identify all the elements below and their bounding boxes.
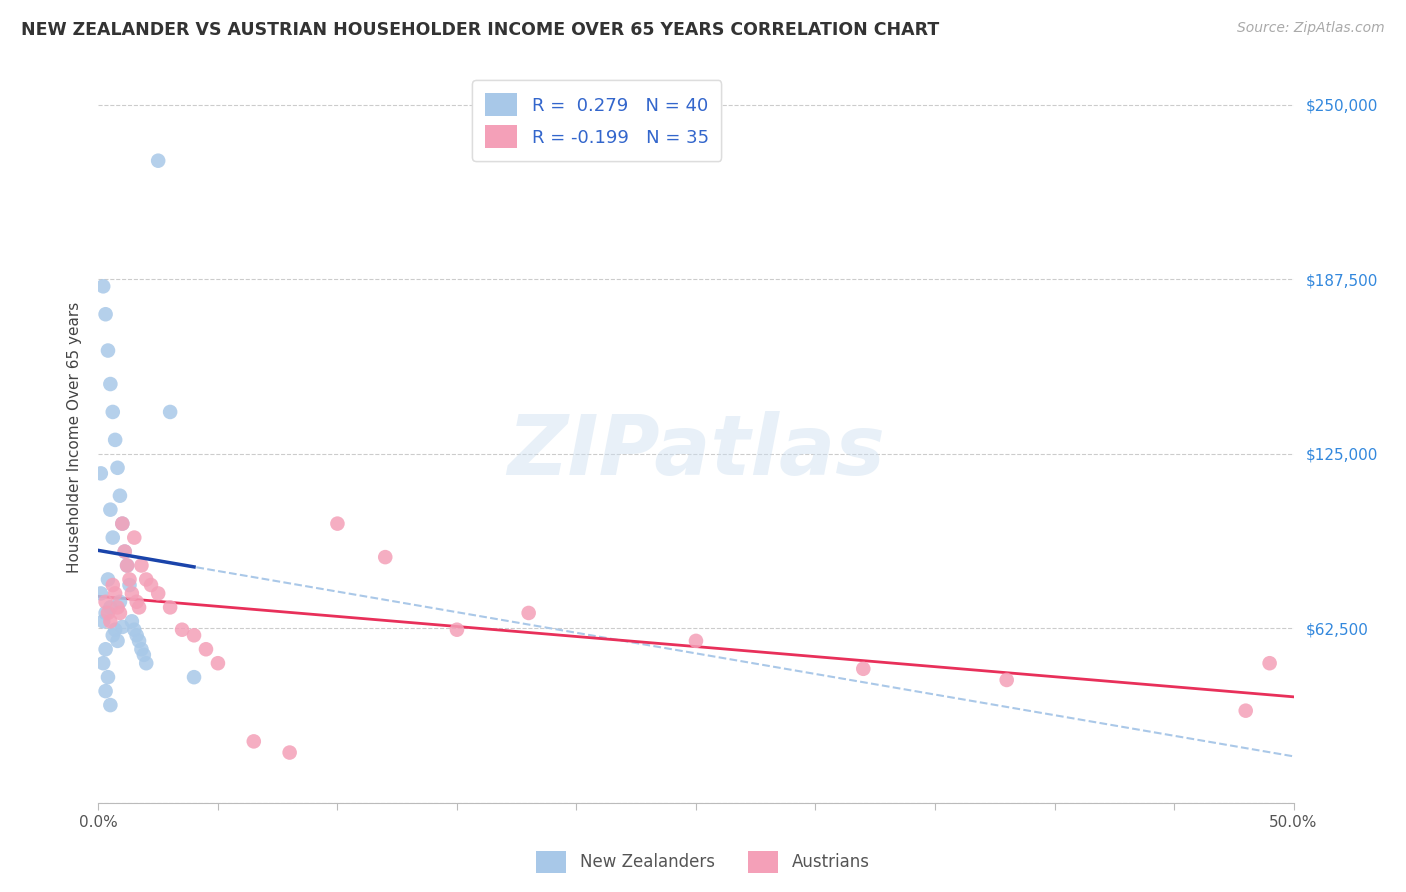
Point bbox=[94, 684, 117, 698]
Point bbox=[125, 595, 148, 609]
Point bbox=[108, 595, 131, 609]
Point bbox=[101, 531, 124, 545]
Point bbox=[159, 405, 181, 419]
Legend: New Zealanders, Austrians: New Zealanders, Austrians bbox=[530, 845, 876, 880]
Point bbox=[98, 615, 122, 629]
Point bbox=[995, 673, 1018, 687]
Point bbox=[94, 606, 117, 620]
Point bbox=[118, 573, 141, 587]
Point bbox=[125, 628, 148, 642]
Point bbox=[108, 606, 131, 620]
Point bbox=[115, 558, 138, 573]
Point bbox=[124, 531, 146, 545]
Point bbox=[107, 600, 129, 615]
Point bbox=[104, 433, 127, 447]
Point bbox=[148, 153, 170, 168]
Point bbox=[852, 662, 875, 676]
Point bbox=[101, 405, 124, 419]
Point bbox=[278, 746, 301, 760]
Point bbox=[104, 623, 127, 637]
Point bbox=[111, 620, 134, 634]
Point bbox=[243, 734, 266, 748]
Legend: R =  0.279   N = 40, R = -0.199   N = 35: R = 0.279 N = 40, R = -0.199 N = 35 bbox=[472, 80, 721, 161]
Point bbox=[94, 642, 117, 657]
Point bbox=[1234, 704, 1257, 718]
Point bbox=[101, 578, 124, 592]
Point bbox=[207, 657, 229, 671]
Point bbox=[115, 558, 138, 573]
Point bbox=[1258, 657, 1281, 671]
Point bbox=[97, 343, 120, 358]
Point bbox=[108, 489, 131, 503]
Point bbox=[98, 377, 122, 392]
Point bbox=[104, 586, 127, 600]
Point bbox=[148, 586, 170, 600]
Point bbox=[91, 657, 114, 671]
Point bbox=[101, 628, 124, 642]
Point bbox=[446, 623, 468, 637]
Point bbox=[124, 623, 146, 637]
Point bbox=[98, 502, 122, 516]
Point bbox=[97, 573, 120, 587]
Y-axis label: Householder Income Over 65 years: Householder Income Over 65 years bbox=[66, 301, 82, 573]
Point bbox=[94, 307, 117, 321]
Point bbox=[90, 467, 112, 481]
Point bbox=[114, 544, 136, 558]
Point bbox=[107, 460, 129, 475]
Point bbox=[128, 600, 150, 615]
Point bbox=[121, 615, 143, 629]
Point bbox=[97, 670, 120, 684]
Point bbox=[118, 578, 141, 592]
Point bbox=[685, 633, 707, 648]
Point bbox=[517, 606, 540, 620]
Point bbox=[128, 633, 150, 648]
Point bbox=[183, 628, 205, 642]
Point bbox=[91, 279, 114, 293]
Point bbox=[326, 516, 349, 531]
Point bbox=[111, 516, 134, 531]
Point bbox=[98, 698, 122, 712]
Text: Source: ZipAtlas.com: Source: ZipAtlas.com bbox=[1237, 21, 1385, 36]
Point bbox=[97, 606, 120, 620]
Point bbox=[94, 595, 117, 609]
Point bbox=[374, 550, 396, 565]
Text: NEW ZEALANDER VS AUSTRIAN HOUSEHOLDER INCOME OVER 65 YEARS CORRELATION CHART: NEW ZEALANDER VS AUSTRIAN HOUSEHOLDER IN… bbox=[21, 21, 939, 39]
Point bbox=[98, 600, 122, 615]
Point bbox=[131, 642, 153, 657]
Point bbox=[172, 623, 194, 637]
Point bbox=[107, 633, 129, 648]
Point bbox=[131, 558, 153, 573]
Point bbox=[132, 648, 155, 662]
Point bbox=[114, 544, 136, 558]
Text: ZIPatlas: ZIPatlas bbox=[508, 411, 884, 492]
Point bbox=[91, 615, 114, 629]
Point bbox=[135, 657, 157, 671]
Point bbox=[195, 642, 218, 657]
Point bbox=[121, 586, 143, 600]
Point bbox=[183, 670, 205, 684]
Point bbox=[90, 586, 112, 600]
Point bbox=[159, 600, 181, 615]
Point bbox=[139, 578, 162, 592]
Point bbox=[135, 573, 157, 587]
Point bbox=[111, 516, 134, 531]
